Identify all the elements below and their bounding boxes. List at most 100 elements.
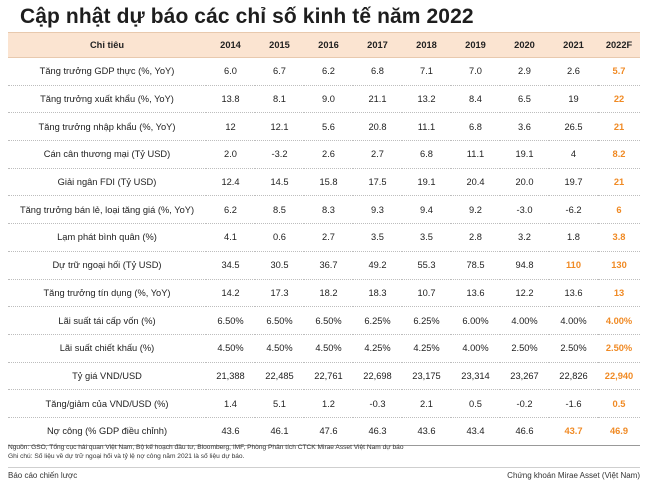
forecast-cell: 2.50% — [598, 334, 640, 363]
value-cell: 9.2 — [451, 195, 500, 225]
value-cell: 49.2 — [353, 251, 402, 280]
value-cell: 43.6 — [206, 417, 255, 446]
column-header-year: 2014 — [206, 32, 255, 58]
table-row: Tỷ giá VND/USD 21,388 22,485 22,761 22,698 23… — [8, 362, 640, 391]
value-cell: 46.6 — [500, 417, 549, 446]
forecast-cell: 130 — [598, 251, 640, 280]
row-label: Tăng trưởng nhập khẩu (%, YoY) — [8, 112, 206, 142]
value-cell: 18.2 — [304, 279, 353, 308]
value-cell: 10.7 — [402, 279, 451, 308]
table-row: Lãi suất tái cấp vốn (%) 6.50% 6.50% 6.50% 6… — [8, 306, 640, 335]
table-row: Tăng trưởng GDP thực (%, YoY) 6.0 6.7 6.2 6.… — [8, 57, 640, 86]
value-cell: 3.5 — [353, 223, 402, 252]
value-cell: 1.8 — [549, 223, 598, 252]
value-cell: 22,698 — [353, 362, 402, 391]
row-label: Tăng trưởng bán lẻ, loại tăng giá (%, Yo… — [8, 195, 206, 225]
value-cell: 2.8 — [451, 223, 500, 252]
value-cell: 43.7 — [549, 417, 598, 446]
value-cell: 2.0 — [206, 140, 255, 169]
value-cell: 19 — [549, 85, 598, 114]
forecast-cell: 46.9 — [598, 417, 640, 446]
value-cell: 2.7 — [304, 223, 353, 252]
value-cell: 34.5 — [206, 251, 255, 280]
value-cell: 6.50% — [206, 306, 255, 335]
value-cell: -0.3 — [353, 389, 402, 418]
value-cell: 15.8 — [304, 168, 353, 197]
forecast-cell: 22,940 — [598, 362, 640, 391]
row-label: Tăng trưởng xuất khẩu (%, YoY) — [8, 85, 206, 114]
column-header-indicator: Chỉ tiêu — [8, 32, 206, 58]
footer-divider — [8, 467, 640, 468]
value-cell: 14.5 — [255, 168, 304, 197]
value-cell: 22,485 — [255, 362, 304, 391]
value-cell: 6.8 — [353, 57, 402, 86]
table-row: Lãi suất chiết khấu (%) 4.50% 4.50% 4.50% 4.… — [8, 334, 640, 363]
value-cell: 17.5 — [353, 168, 402, 197]
column-header-year: 2022F — [598, 32, 640, 58]
forecast-cell: 21 — [598, 112, 640, 142]
source-note: Nguồn: GSO, Tổng cục hải quan Việt Nam, … — [8, 444, 404, 451]
value-cell: 55.3 — [402, 251, 451, 280]
row-label: Tăng trưởng GDP thực (%, YoY) — [8, 57, 206, 86]
value-cell: 12.4 — [206, 168, 255, 197]
forecast-cell: 4.00% — [598, 306, 640, 335]
footer-company-name: Chứng khoán Mirae Asset (Việt Nam) — [507, 471, 640, 480]
forecast-cell: 6 — [598, 195, 640, 225]
value-cell: 94.8 — [500, 251, 549, 280]
value-cell: 9.0 — [304, 85, 353, 114]
value-cell: 12.2 — [500, 279, 549, 308]
value-cell: 23,267 — [500, 362, 549, 391]
value-cell: 20.8 — [353, 112, 402, 142]
column-header-year: 2016 — [304, 32, 353, 58]
value-cell: 11.1 — [451, 140, 500, 169]
value-cell: 4.50% — [255, 334, 304, 363]
column-header-year: 2021 — [549, 32, 598, 58]
row-label: Tăng trưởng tín dụng (%, YoY) — [8, 279, 206, 308]
value-cell: 0.6 — [255, 223, 304, 252]
forecast-cell: 3.8 — [598, 223, 640, 252]
forecast-cell: 22 — [598, 85, 640, 114]
value-cell: 5.6 — [304, 112, 353, 142]
table-row: Lạm phát bình quân (%) 4.1 0.6 2.7 3.5 3.5 2.8… — [8, 223, 640, 252]
row-label: Lạm phát bình quân (%) — [8, 223, 206, 252]
value-cell: 4.1 — [206, 223, 255, 252]
value-cell: 6.50% — [255, 306, 304, 335]
row-label: Nợ công (% GDP điều chỉnh) — [8, 417, 206, 446]
value-cell: 6.25% — [353, 306, 402, 335]
value-cell: 17.3 — [255, 279, 304, 308]
value-cell: 4.00% — [451, 334, 500, 363]
value-cell: 6.25% — [402, 306, 451, 335]
value-cell: -3.0 — [500, 195, 549, 225]
table-row: Tăng trưởng xuất khẩu (%, YoY) 13.8 8.1 9.0… — [8, 85, 640, 114]
value-cell: 8.5 — [255, 195, 304, 225]
page-title: Cập nhật dự báo các chỉ số kinh tế năm 2… — [20, 5, 474, 28]
value-cell: 13.6 — [549, 279, 598, 308]
value-cell: 20.0 — [500, 168, 549, 197]
value-cell: 78.5 — [451, 251, 500, 280]
row-label: Lãi suất tái cấp vốn (%) — [8, 306, 206, 335]
table-row: Nợ công (% GDP điều chỉnh) 43.6 46.1 47.6 46… — [8, 417, 640, 446]
value-cell: 22,826 — [549, 362, 598, 391]
row-label: Lãi suất chiết khấu (%) — [8, 334, 206, 363]
value-cell: 4.00% — [500, 306, 549, 335]
row-label: Tỷ giá VND/USD — [8, 362, 206, 391]
value-cell: 3.6 — [500, 112, 549, 142]
value-cell: 3.2 — [500, 223, 549, 252]
column-header-year: 2020 — [500, 32, 549, 58]
forecast-cell: 8.2 — [598, 140, 640, 169]
value-cell: 13.8 — [206, 85, 255, 114]
value-cell: 4.25% — [402, 334, 451, 363]
value-cell: 4.50% — [304, 334, 353, 363]
value-cell: 2.50% — [549, 334, 598, 363]
value-cell: -3.2 — [255, 140, 304, 169]
value-cell: -1.6 — [549, 389, 598, 418]
value-cell: 19.1 — [402, 168, 451, 197]
value-cell: 5.1 — [255, 389, 304, 418]
footnote: Ghi chú: Số liệu về dự trữ ngoại hối và … — [8, 452, 245, 460]
value-cell: 7.0 — [451, 57, 500, 86]
column-header-year: 2019 — [451, 32, 500, 58]
value-cell: 4.50% — [206, 334, 255, 363]
value-cell: 43.6 — [402, 417, 451, 446]
value-cell: 36.7 — [304, 251, 353, 280]
value-cell: 21.1 — [353, 85, 402, 114]
